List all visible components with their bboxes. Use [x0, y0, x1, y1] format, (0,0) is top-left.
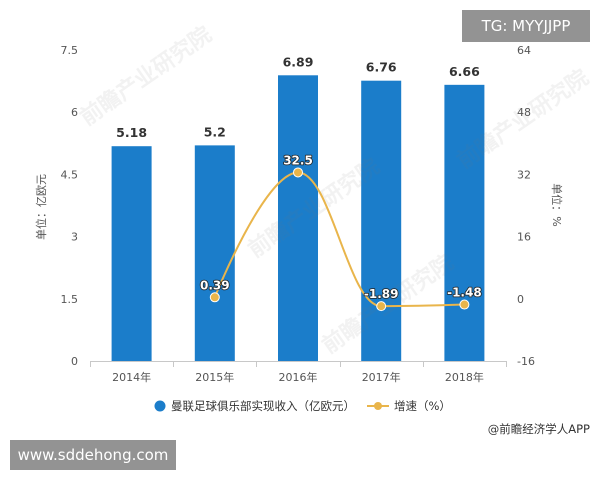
legend-line-label: 增速（%） — [394, 399, 451, 413]
growth-value-label: -1.48 — [447, 286, 482, 300]
bar — [194, 145, 235, 361]
growth-value-label: 32.5 — [283, 153, 313, 167]
tg-badge-text: TG: MYYJJPP — [481, 17, 571, 35]
y-axis-title-right: 单位：% — [550, 183, 564, 226]
source-credit: @前瞻经济学人APP — [488, 422, 590, 436]
y-tick-label-left: 3 — [71, 231, 78, 244]
bar — [361, 80, 402, 361]
line-series — [209, 167, 470, 312]
y-tick-label-right: 16 — [517, 231, 531, 244]
legend: 曼联足球俱乐部实现收入（亿欧元） 增速（%） — [154, 399, 451, 413]
growth-point — [209, 292, 220, 303]
growth-point — [293, 167, 303, 178]
bar-value-label: 5.2 — [204, 124, 226, 139]
tg-badge: TG: MYYJJPP — [462, 10, 590, 42]
bar-value-label: 6.66 — [449, 64, 480, 79]
y-axis-title-left: 单位：亿欧元 — [34, 174, 48, 240]
growth-line — [213, 171, 465, 308]
y-tick-label-left: 4.5 — [61, 168, 79, 181]
growth-point — [459, 299, 470, 310]
x-tick-label: 2015年 — [195, 370, 234, 384]
bar-value-label: 6.76 — [366, 60, 397, 75]
legend-bar-marker — [154, 400, 166, 412]
x-tick-label: 2014年 — [112, 370, 151, 384]
axes: 2014年 2015年 2016年 2017年 2018年 7.5 6 4.5 3 1.5 0 64 4… — [61, 44, 535, 384]
y-tick-label-left: 0 — [71, 355, 78, 368]
growth-value-label: -1.89 — [364, 287, 399, 301]
bar — [444, 84, 485, 361]
y-tick-label-right: -16 — [517, 355, 535, 368]
y-tick-label-right: 32 — [517, 168, 531, 181]
bar-value-label: 5.18 — [116, 125, 147, 140]
x-tick-label: 2018年 — [445, 370, 484, 384]
growth-value-label: 0.39 — [200, 278, 230, 292]
legend-line-point — [374, 402, 382, 410]
bar-value-label: 6.89 — [283, 54, 314, 69]
bar — [278, 75, 318, 361]
y-tick-label-right: 48 — [517, 106, 531, 119]
y-tick-label-left: 7.5 — [61, 44, 79, 57]
x-tick-label: 2016年 — [279, 370, 318, 384]
data-labels: 5.18 5.2 6.89 6.76 6.66 0.39 32.5 -1.89 -1.48 — [116, 54, 482, 302]
url-badge-text: www.sddehong.com — [17, 446, 169, 464]
y-tick-label-right: 0 — [517, 293, 524, 306]
y-tick-label-right: 64 — [517, 44, 531, 57]
y-tick-label-left: 6 — [71, 106, 78, 119]
bar-series — [111, 75, 485, 361]
bar — [111, 146, 152, 361]
x-tick-label: 2017年 — [362, 370, 401, 384]
legend-bar-label: 曼联足球俱乐部实现收入（亿欧元） — [171, 399, 355, 413]
url-badge: www.sddehong.com — [10, 440, 176, 470]
growth-point — [376, 301, 387, 312]
watermark: 前瞻产业研究院 — [75, 21, 216, 131]
y-tick-label-left: 1.5 — [61, 293, 79, 306]
